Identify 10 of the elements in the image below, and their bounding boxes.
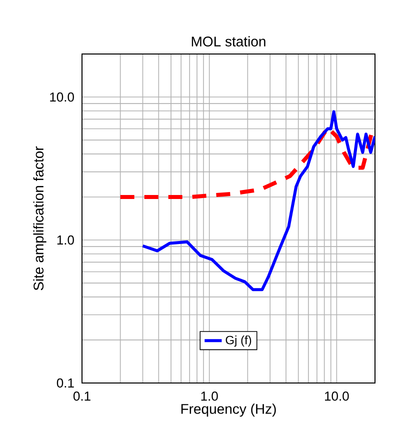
y-tick-label: 10.0 [50, 92, 74, 102]
legend-label: Gj (f) [226, 336, 252, 347]
x-tick-label: 1.0 [201, 392, 218, 401]
chart-title: MOL station [192, 36, 266, 46]
x-axis-title: Frequency (Hz) [181, 404, 276, 417]
y-tick-label: 1.0 [57, 235, 74, 245]
y-tick-label: 0.1 [56, 378, 74, 388]
y-axis-title: Site amplification factor [33, 146, 46, 290]
x-tick-label: 0.1 [73, 392, 90, 401]
x-tick-label: 10.0 [325, 392, 349, 401]
